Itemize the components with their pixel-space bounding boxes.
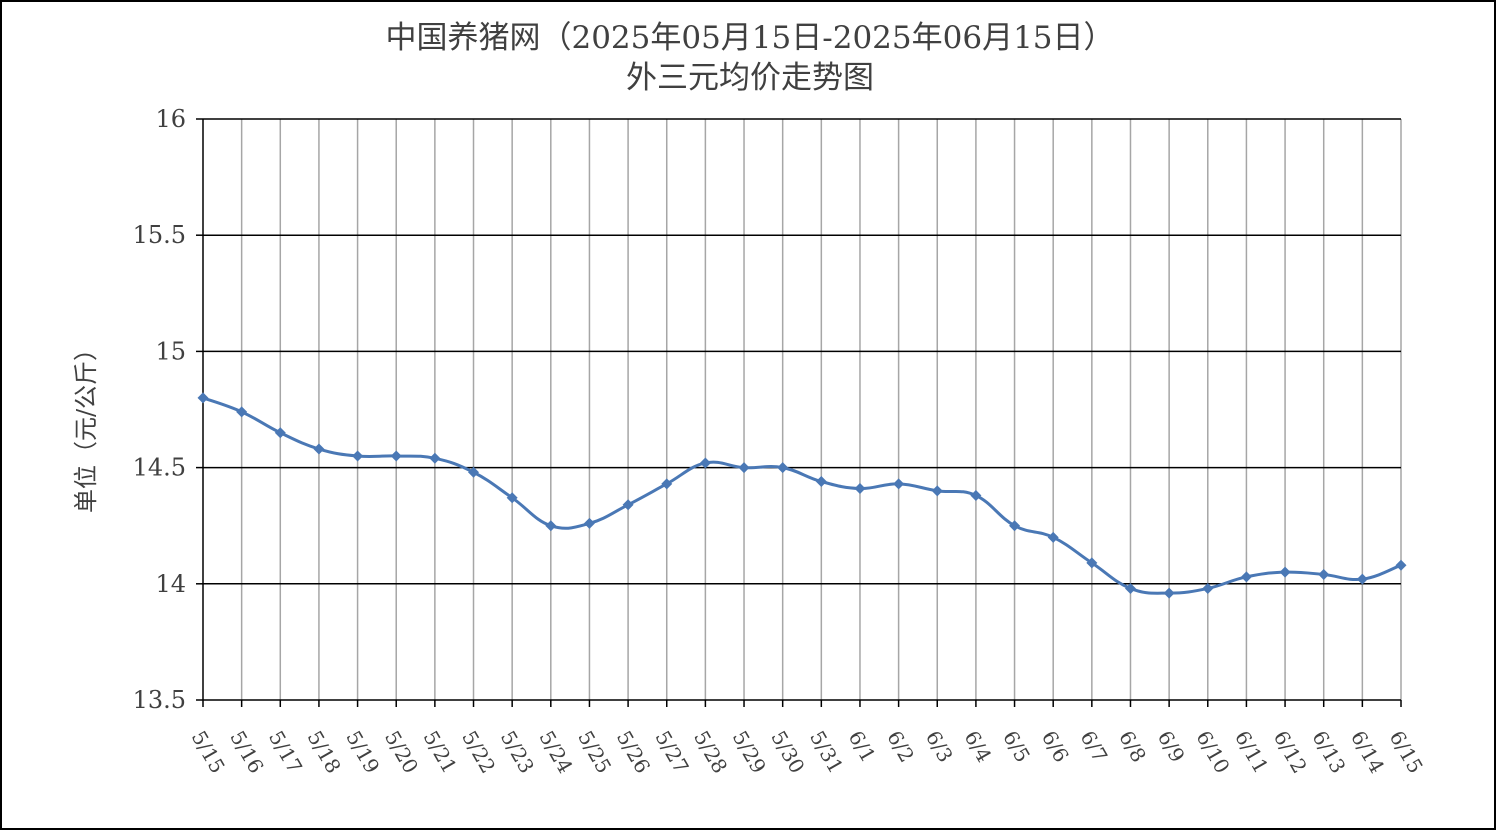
data-point-marker [970,489,982,501]
x-tick-label: 5/28 [689,727,732,778]
data-point-marker [815,476,827,488]
data-point-marker [1318,569,1330,581]
data-point-marker [1279,566,1291,578]
chart-subtitle: 外三元均价走势图 [626,60,874,96]
x-tick-label: 6/14 [1346,727,1389,778]
data-point-marker [468,466,480,478]
x-tick-label: 5/27 [650,727,693,778]
data-point-marker [313,443,325,455]
x-tick-label: 5/23 [496,727,539,778]
data-point-marker [274,427,286,439]
data-point-marker [893,478,905,490]
data-point-marker [1009,520,1021,532]
y-axis-ticks: 16 15.5 15 14.5 14 13.5 [133,105,203,714]
x-tick-label: 6/3 [921,727,958,767]
x-tick-label: 6/1 [844,727,881,767]
x-tick-label: 6/13 [1307,727,1350,778]
x-tick-label: 5/20 [380,727,423,778]
y-tick-label: 16 [155,105,186,133]
x-tick-label: 5/21 [419,727,462,778]
x-tick-label: 6/12 [1269,727,1312,778]
data-point-marker [390,450,402,462]
chart-title: 中国养猪网（2025年05月15日-2025年06月15日） [385,20,1115,56]
y-tick-label: 14 [155,570,186,598]
x-tick-label: 6/11 [1230,727,1273,778]
data-point-marker [1395,559,1407,571]
data-point-marker [931,485,943,497]
data-point-marker [1047,531,1059,543]
data-point-marker [236,406,248,418]
x-axis-ticks: 5/155/165/175/185/195/205/215/225/235/24… [187,700,1428,777]
data-point-marker [777,462,789,474]
x-tick-label: 5/31 [805,727,848,778]
x-tick-label: 5/17 [264,727,307,778]
x-tick-label: 5/16 [225,727,268,778]
data-point-marker [854,483,866,495]
y-tick-label: 15.5 [133,221,186,249]
x-tick-label: 6/15 [1385,727,1428,778]
x-tick-label: 5/29 [728,727,771,778]
grid [203,118,1402,700]
x-tick-label: 6/7 [1076,727,1113,767]
x-tick-label: 5/25 [573,727,616,778]
x-tick-label: 6/9 [1153,727,1190,767]
x-tick-label: 5/26 [612,727,655,778]
x-tick-label: 6/5 [998,727,1035,767]
y-axis-label: 单位（元/公斤） [72,337,100,513]
data-point-marker [1202,582,1214,594]
series [197,392,1407,599]
data-point-marker [506,492,518,504]
x-tick-label: 5/24 [534,727,577,778]
data-point-marker [699,457,711,469]
y-tick-label: 13.5 [133,686,186,714]
data-point-marker [352,450,364,462]
data-point-marker [197,392,209,404]
x-tick-label: 6/4 [960,727,997,767]
y-tick-label: 15 [155,337,186,365]
series-line [202,396,1402,595]
axes [202,119,1401,701]
y-tick-label: 14.5 [133,454,186,482]
x-tick-label: 6/10 [1191,727,1234,778]
data-point-marker [661,478,673,490]
x-tick-label: 6/2 [882,727,919,767]
x-tick-label: 5/30 [766,727,809,778]
data-point-marker [1163,587,1175,599]
data-point-marker [1124,582,1136,594]
data-point-marker [1086,557,1098,569]
x-tick-label: 5/19 [341,727,384,778]
x-tick-label: 5/22 [457,727,500,778]
x-tick-label: 5/18 [303,727,346,778]
x-tick-label: 6/6 [1037,727,1074,767]
data-point-marker [429,452,441,464]
data-point-marker [545,520,557,532]
x-tick-label: 5/15 [187,727,230,778]
data-point-marker [738,462,750,474]
data-point-marker [1240,571,1252,583]
data-point-marker [583,517,595,529]
x-tick-label: 6/8 [1114,727,1151,767]
data-point-marker [1356,573,1368,585]
data-point-marker [622,499,634,511]
